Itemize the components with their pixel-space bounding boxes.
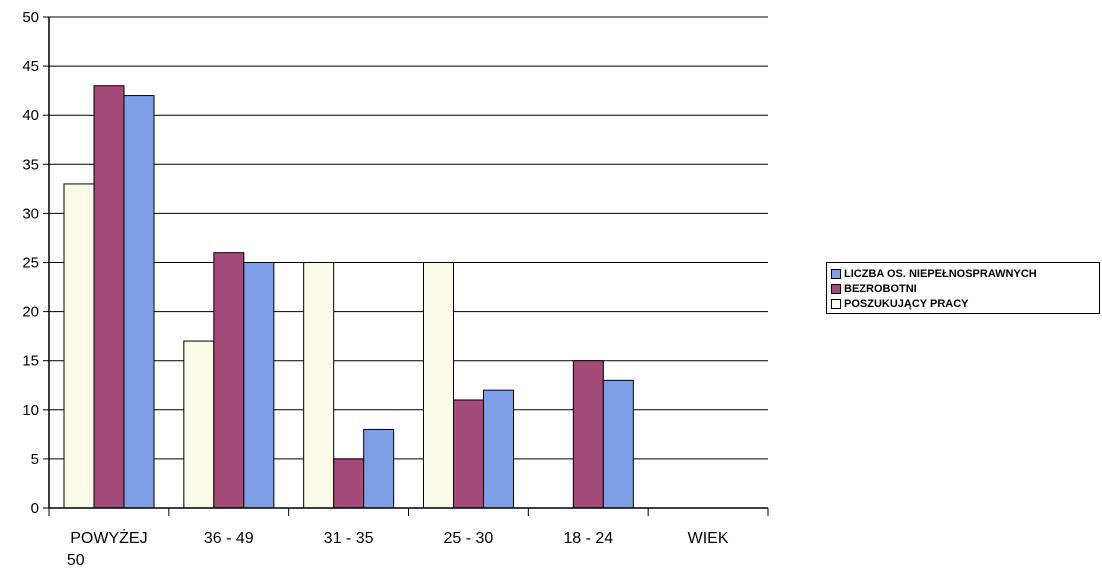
y-tick-label: 50 <box>22 9 39 26</box>
bar <box>303 262 335 509</box>
legend: LICZBA OS. NIEPEŁNOSPRAWNYCH BEZROBOTNI … <box>826 262 1100 314</box>
y-tick-label: 35 <box>22 156 39 173</box>
bar <box>183 340 215 509</box>
legend-item-poszukujacy: POSZUKUJĄCY PRACY <box>831 296 1099 311</box>
legend-swatch-bezrobotni <box>831 283 841 294</box>
legend-item-niepelnosprawnych: LICZBA OS. NIEPEŁNOSPRAWNYCH <box>831 266 1099 281</box>
y-tick-label: 25 <box>22 255 39 272</box>
bar <box>63 183 95 509</box>
x-tick-labels: POWYŻEJ 50 36 - 49 31 - 35 25 - 30 18 - 24 WIE… <box>67 528 729 569</box>
x-tick-label: 31 - 35 <box>324 530 374 547</box>
bar <box>123 95 155 509</box>
x-tick-label: WIEK <box>688 530 729 547</box>
legend-label-poszukujacy: POSZUKUJĄCY PRACY <box>844 297 969 310</box>
legend-label-niepelnosprawnych: LICZBA OS. NIEPEŁNOSPRAWNYCH <box>844 267 1037 280</box>
bar <box>213 252 245 509</box>
y-tick-label: 15 <box>22 353 39 370</box>
y-tick-label: 10 <box>22 402 39 419</box>
x-tick-label: 18 - 24 <box>563 530 613 547</box>
y-tick-label: 20 <box>22 304 39 321</box>
y-tick-label: 40 <box>22 107 39 124</box>
bar <box>363 428 395 509</box>
x-tick-label: 25 - 30 <box>444 530 494 547</box>
bar <box>602 379 634 509</box>
legend-swatch-niepelnosprawnych <box>831 268 841 279</box>
x-tick-label: POWYŻEJ 50 <box>67 528 148 569</box>
legend-swatch-poszukujacy <box>831 298 841 309</box>
bar <box>423 262 454 509</box>
y-tick-label: 0 <box>31 500 39 517</box>
bar <box>453 399 484 509</box>
legend-label-bezrobotni: BEZROBOTNI <box>844 282 917 295</box>
bar <box>243 262 275 509</box>
bar <box>93 85 125 509</box>
bar <box>483 389 514 509</box>
bar <box>572 360 604 509</box>
y-tick-labels: 0 5 10 15 20 25 30 35 40 45 50 <box>22 9 39 517</box>
y-tick-label: 30 <box>22 205 39 222</box>
y-tick-label: 45 <box>22 58 39 75</box>
bar <box>333 458 365 509</box>
bars <box>63 85 634 509</box>
y-tick-label: 5 <box>31 451 39 468</box>
legend-item-bezrobotni: BEZROBOTNI <box>831 281 1099 296</box>
x-tick-label: 36 - 49 <box>204 530 254 547</box>
axes <box>43 16 769 516</box>
grid-lines <box>49 16 768 460</box>
